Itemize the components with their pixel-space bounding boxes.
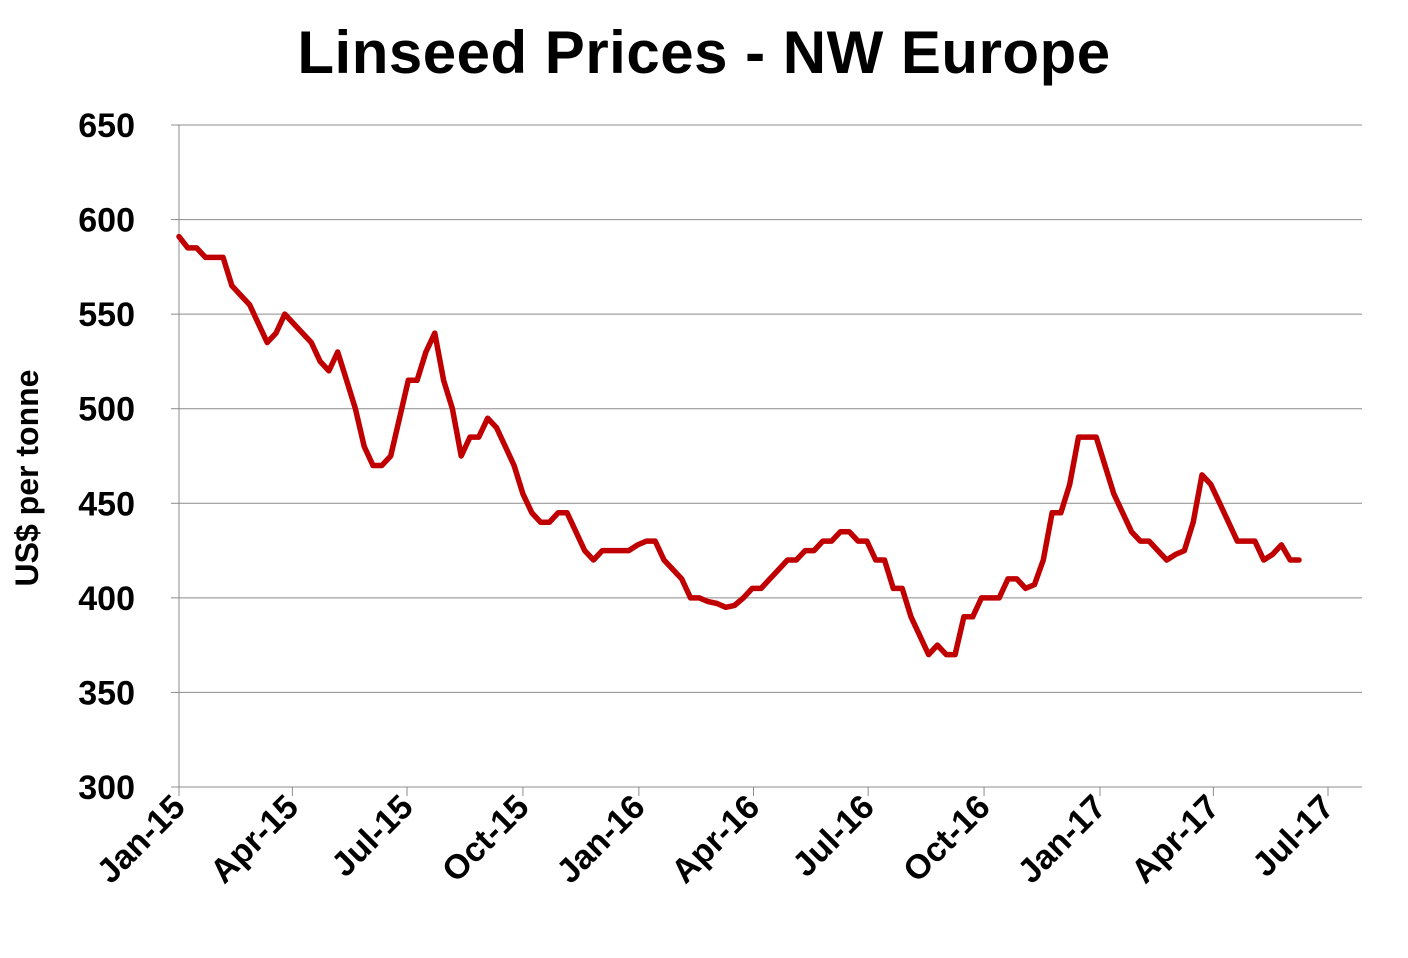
y-tick-labels: 300 350 400 450 500 550 600 650 [78, 107, 135, 807]
x-tick-label: Apr-17 [1124, 788, 1227, 891]
x-tick-label: Jul-15 [324, 788, 420, 884]
x-tick-label: Apr-16 [664, 788, 767, 891]
y-tick-label: 650 [78, 107, 135, 145]
x-tick-label: Jan-17 [1011, 788, 1114, 891]
gridlines [179, 124, 1362, 693]
x-tick-label: Jul-17 [1245, 788, 1341, 884]
x-tick-label: Jan-16 [549, 788, 652, 891]
y-tick-label: 550 [78, 296, 135, 334]
x-tick-label: Oct-15 [435, 788, 537, 890]
y-tick-label: 600 [78, 202, 135, 240]
y-tick-label: 300 [78, 769, 135, 807]
x-tick-label: Jul-16 [785, 788, 881, 884]
series-line [176, 233, 1302, 658]
x-tick-label: Apr-15 [203, 788, 306, 891]
y-axis-label: US$ per tonne [9, 370, 45, 587]
chart-title: Linseed Prices - NW Europe [297, 19, 1111, 86]
y-tick-label: 350 [78, 674, 135, 712]
x-tick-label: Oct-16 [896, 788, 998, 890]
y-tick-label: 500 [78, 391, 135, 429]
series-lines [176, 233, 1302, 658]
x-tick-labels: Jan-15 Apr-15 Jul-15 Oct-15 Jan-16 Apr-16 Jul-… [90, 788, 1342, 891]
axes [171, 124, 1362, 796]
y-tick-label: 450 [78, 485, 135, 523]
y-tick-label: 400 [78, 580, 135, 618]
